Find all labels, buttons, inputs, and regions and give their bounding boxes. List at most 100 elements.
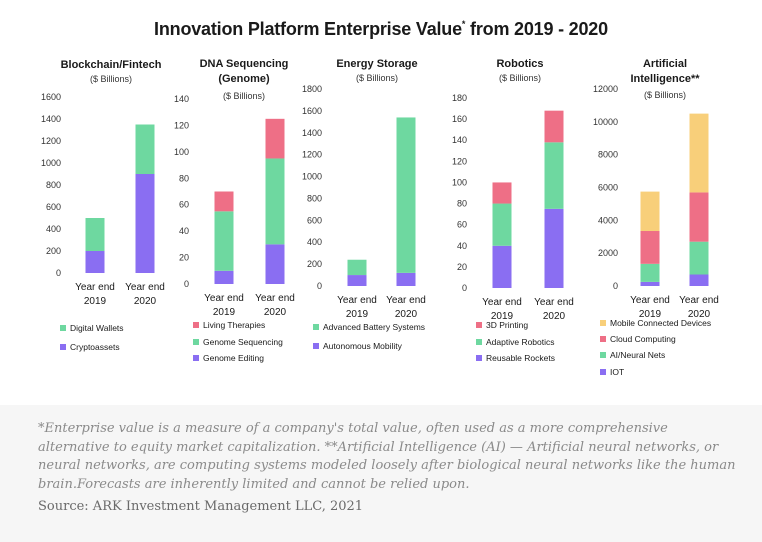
chart2-legend-swatch	[193, 339, 199, 345]
chart2-bar-segment	[214, 270, 234, 284]
chart2-title: (Genome)	[218, 73, 270, 85]
chart5-x-tick-label: Year end	[630, 295, 670, 306]
chart1-y-tick-label: 0	[56, 268, 61, 278]
chart4-y-tick-label: 0	[462, 283, 467, 293]
chart4-subtitle: ($ Billions)	[499, 73, 541, 83]
chart5-legend-swatch	[600, 320, 606, 326]
chart5-title: Artificial	[643, 58, 687, 70]
chart2-y-tick-label: 100	[174, 147, 189, 157]
chart3-x-tick-label: Year end	[386, 295, 426, 306]
chart4-y-tick-label: 60	[457, 220, 467, 230]
chart2-subtitle: ($ Billions)	[223, 91, 265, 101]
chart1-bar-segment	[85, 218, 105, 251]
chart4-legend-swatch	[476, 322, 482, 328]
chart1-legend-swatch	[60, 325, 66, 331]
chart1-bar-segment	[135, 124, 155, 174]
chart3-legend-label: Autonomous Mobility	[323, 341, 403, 351]
chart1-title: Blockchain/Fintech	[61, 59, 162, 71]
chart4-y-tick-label: 160	[452, 114, 467, 124]
chart5-x-tick-year: 2020	[688, 309, 711, 320]
chart5-bar-segment	[640, 281, 660, 286]
chart3-legend-label: Advanced Battery Systems	[323, 322, 425, 332]
chart3-y-tick-label: 1600	[302, 106, 322, 116]
chart3-subtitle: ($ Billions)	[356, 73, 398, 83]
chart1-x-tick-year: 2020	[134, 296, 157, 307]
chart5-y-tick-label: 2000	[598, 248, 618, 258]
chart2-x-tick-label: Year end	[204, 293, 244, 304]
chart1-y-tick-label: 1600	[41, 92, 61, 102]
chart4-title: Robotics	[496, 58, 543, 70]
chart1-bar-segment	[135, 174, 155, 273]
chart1-y-tick-label: 600	[46, 202, 61, 212]
chart3-y-tick-label: 800	[307, 193, 322, 203]
chart1-y-tick-label: 1200	[41, 136, 61, 146]
chart5-legend-swatch	[600, 369, 606, 375]
chart5-title: Intelligence**	[630, 73, 700, 85]
chart5-y-tick-label: 0	[613, 281, 618, 291]
chart5-bar-segment	[640, 231, 660, 264]
chart3-x-tick-label: Year end	[337, 295, 377, 306]
chart2-y-tick-label: 140	[174, 94, 189, 104]
chart1-x-tick-label: Year end	[75, 282, 115, 293]
chart4-y-tick-label: 140	[452, 135, 467, 145]
chart2-y-tick-label: 60	[179, 200, 189, 210]
chart2-bar-segment	[214, 191, 234, 212]
chart3-y-tick-label: 1800	[302, 84, 322, 94]
chart5-x-tick-year: 2019	[639, 309, 662, 320]
chart1-y-tick-label: 400	[46, 224, 61, 234]
chart4-legend-swatch	[476, 355, 482, 361]
chart5-y-tick-label: 12000	[593, 84, 618, 94]
chart4-x-tick-label: Year end	[482, 297, 522, 308]
chart4-legend-label: Adaptive Robotics	[486, 337, 555, 347]
chart5-legend-label: AI/Neural Nets	[610, 350, 665, 360]
chart2-legend-label: Genome Sequencing	[203, 337, 283, 347]
chart2-y-tick-label: 80	[179, 173, 189, 183]
chart3-x-tick-year: 2020	[395, 309, 418, 320]
chart4-y-tick-label: 100	[452, 177, 467, 187]
chart4-x-tick-year: 2020	[543, 311, 566, 322]
chart1-x-tick-label: Year end	[125, 282, 165, 293]
chart5-bar-segment	[689, 192, 709, 242]
chart2-legend-swatch	[193, 322, 199, 328]
chart5-x-tick-label: Year end	[679, 295, 719, 306]
chart4-y-tick-label: 120	[452, 156, 467, 166]
chart3-y-tick-label: 600	[307, 215, 322, 225]
chart-card	[0, 0, 762, 405]
title-suffix: from 2019 - 2020	[470, 19, 608, 39]
chart1-bar-segment	[85, 251, 105, 273]
chart4-x-tick-year: 2019	[491, 311, 514, 322]
chart5-y-tick-label: 6000	[598, 183, 618, 193]
chart1-legend-label: Cryptoassets	[70, 342, 120, 352]
chart4-legend-label: Reusable Rockets	[486, 353, 555, 363]
chart5-y-tick-label: 4000	[598, 215, 618, 225]
chart1-legend-swatch	[60, 344, 66, 350]
title-text: Innovation Platform Enterprise Value	[154, 19, 462, 39]
chart4-bar-segment	[544, 142, 564, 209]
chart2-y-tick-label: 0	[184, 279, 189, 289]
chart4-x-tick-label: Year end	[534, 297, 574, 308]
title-asterisk: *	[461, 19, 466, 29]
chart4-legend-label: 3D Printing	[486, 320, 528, 330]
chart1-y-tick-label: 1000	[41, 158, 61, 168]
chart5-legend-swatch	[600, 352, 606, 358]
chart4-y-tick-label: 20	[457, 262, 467, 272]
chart2-x-tick-year: 2020	[264, 307, 287, 318]
chart1-x-tick-year: 2019	[84, 296, 107, 307]
chart3-y-tick-label: 400	[307, 237, 322, 247]
chart5-y-tick-label: 8000	[598, 150, 618, 160]
chart2-legend-label: Genome Editing	[203, 353, 264, 363]
chart2-y-tick-label: 40	[179, 226, 189, 236]
chart5-bar-segment	[689, 113, 709, 193]
chart2-bar-segment	[214, 211, 234, 271]
chart5-bar-segment	[689, 241, 709, 275]
chart5-bar-segment	[640, 263, 660, 282]
chart4-bar-segment	[544, 110, 564, 143]
chart1-y-tick-label: 800	[46, 180, 61, 190]
chart4-bar-segment	[492, 245, 512, 288]
chart3-bar-segment	[347, 259, 367, 276]
chart4-y-tick-label: 180	[452, 93, 467, 103]
chart2-y-tick-label: 20	[179, 253, 189, 263]
chart3-y-tick-label: 0	[317, 281, 322, 291]
chart2-bar-segment	[265, 158, 285, 245]
chart4-y-tick-label: 40	[457, 241, 467, 251]
